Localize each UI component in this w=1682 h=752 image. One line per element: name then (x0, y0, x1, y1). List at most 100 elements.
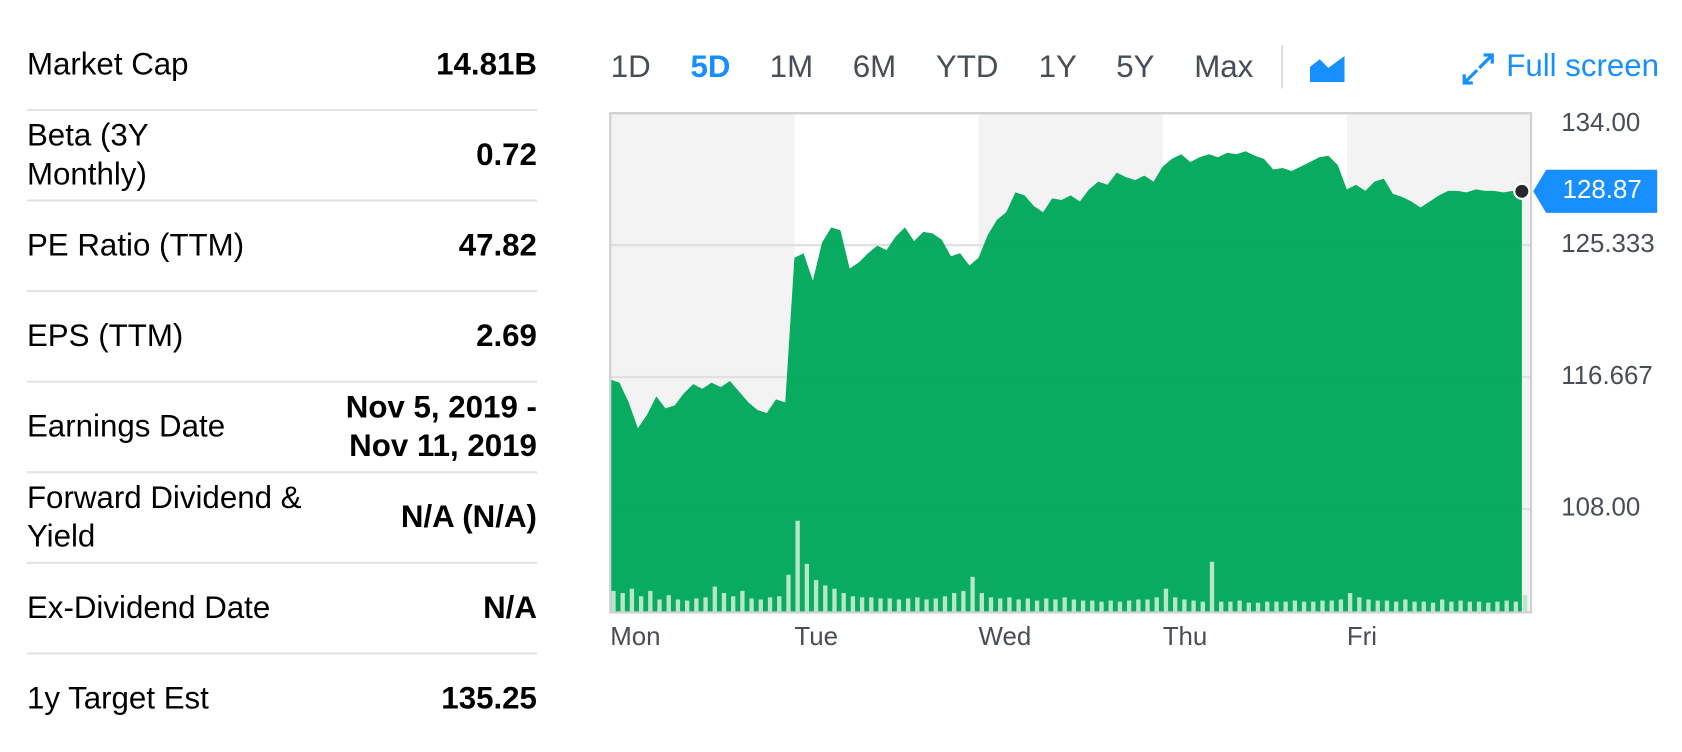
volume-bar (841, 593, 846, 613)
volume-bar (979, 593, 984, 613)
volume-bar (915, 597, 920, 613)
volume-bar (1025, 598, 1031, 613)
volume-bar (1513, 601, 1519, 613)
range-button[interactable]: 1Y (1039, 49, 1077, 84)
volume-bar (1053, 599, 1058, 613)
volume-bar (731, 596, 736, 613)
fullscreen-icon[interactable] (1462, 53, 1494, 85)
volume-bar (887, 598, 892, 613)
volume-bar (924, 599, 929, 613)
volume-bar (878, 598, 883, 613)
volume-bar (1265, 601, 1270, 613)
volume-bar (988, 597, 994, 613)
stat-value: 47.82 (458, 228, 537, 264)
y-tick-label: 116.667 (1561, 362, 1653, 390)
volume-bar (786, 574, 791, 613)
volume-bar (1016, 599, 1021, 613)
volume-bar (970, 576, 975, 613)
fullscreen-link[interactable]: Full screen (1506, 48, 1659, 83)
volume-bar (859, 597, 865, 613)
volume-bar (1458, 600, 1463, 613)
stat-row: Forward Dividend & Yield N/A (N/A) (26, 473, 537, 564)
volume-bar (813, 580, 819, 613)
volume-bar (1347, 593, 1353, 613)
volume-bar (1200, 601, 1205, 613)
volume-bar (1384, 600, 1390, 613)
volume-bar (1080, 600, 1086, 613)
volume-bar (629, 588, 635, 613)
volume-bar (1237, 600, 1242, 613)
volume-bar (648, 590, 653, 613)
volume-bar (721, 593, 727, 613)
y-tick-label: 125.333 (1561, 230, 1654, 258)
range-button[interactable]: Max (1194, 49, 1253, 84)
volume-bar (1255, 602, 1261, 613)
x-tick-label: Tue (794, 623, 838, 651)
volume-bar (712, 586, 717, 613)
volume-bar (694, 598, 699, 613)
volume-bar (1476, 601, 1482, 613)
volume-bar (1228, 601, 1233, 613)
volume-bar (1154, 597, 1159, 613)
price-label: 128.87 (1563, 176, 1642, 204)
volume-bar (1375, 600, 1380, 613)
stat-value: 2.69 (476, 319, 537, 354)
stat-label: Ex-Dividend Date (26, 590, 271, 626)
volume-bar (850, 596, 856, 613)
stat-row: PE Ratio (TTM) 47.82 (26, 202, 537, 293)
range-button[interactable]: 5D (691, 49, 731, 84)
stat-label: EPS (TTM) (26, 319, 184, 354)
volume-bar (1163, 588, 1169, 613)
volume-bar (1440, 599, 1445, 613)
volume-bar (905, 598, 911, 613)
x-tick-label: Wed (979, 623, 1032, 651)
stat-value: 135.25 (441, 681, 537, 716)
volume-bar (685, 600, 690, 613)
volume-bar (1301, 601, 1307, 613)
volume-bar (1430, 602, 1436, 613)
volume-bar (1071, 599, 1077, 613)
range-button[interactable]: 1D (611, 49, 651, 84)
volume-bar (703, 597, 708, 613)
volume-bar (1495, 601, 1500, 613)
volume-bar (804, 563, 810, 613)
stat-value: N/A (483, 590, 537, 626)
volume-bar (1366, 599, 1371, 613)
volume-bar (1274, 601, 1279, 613)
volume-bar (611, 590, 616, 613)
range-button[interactable]: YTD (936, 49, 999, 84)
volume-bar (1311, 601, 1316, 613)
volume-bar (1219, 601, 1224, 613)
x-tick-label: Fri (1347, 623, 1377, 651)
volume-bar (1173, 597, 1178, 613)
y-tick-label: 134.00 (1561, 109, 1640, 137)
volume-bar (1136, 599, 1141, 613)
range-button[interactable]: 5Y (1116, 49, 1154, 84)
stats-table: Market Cap 14.81B Beta (3Y Monthly) 0.72 PE … (26, 20, 537, 742)
stat-value: N/A (N/A) (400, 500, 537, 535)
y-tick-label: 108.00 (1561, 494, 1640, 522)
volume-bar (832, 588, 837, 613)
volume-bar (1338, 599, 1344, 613)
stat-label: Beta (3Y Monthly) (26, 118, 149, 192)
stat-row: Ex-Dividend Date N/A (26, 564, 537, 655)
volume-bar (1403, 599, 1408, 613)
stat-row: 1y Target Est 135.25 (27, 654, 537, 742)
chart-type-icon[interactable] (1310, 56, 1345, 82)
stat-row: EPS (TTM) 2.69 (26, 292, 537, 383)
volume-bar (1522, 595, 1528, 613)
volume-bar (620, 593, 625, 613)
volume-bar (1246, 602, 1251, 613)
volume-bar (1467, 601, 1472, 613)
volume-bar (1292, 600, 1298, 613)
stat-label: Market Cap (26, 47, 189, 82)
volume-bar (657, 599, 662, 613)
volume-bar (1320, 600, 1325, 613)
stat-value: 0.72 (476, 138, 537, 173)
stat-row: Beta (3Y Monthly) 0.72 (26, 111, 537, 202)
range-button[interactable]: 6M (853, 49, 896, 84)
volume-bar (1108, 600, 1113, 613)
range-button[interactable]: 1M (770, 49, 813, 84)
